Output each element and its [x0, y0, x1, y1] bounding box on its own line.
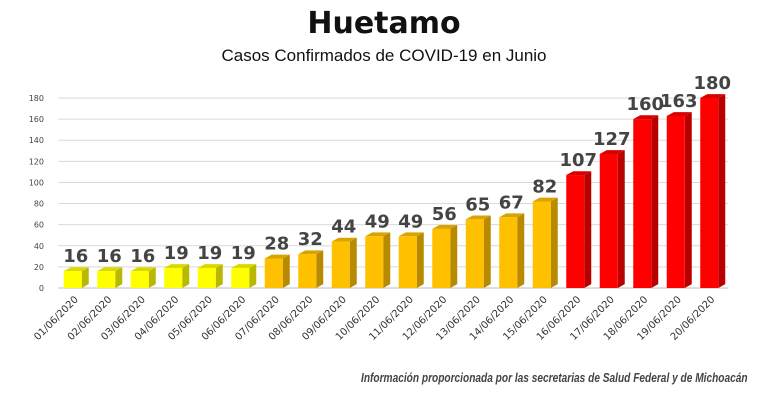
- data-label: 49: [365, 211, 390, 232]
- bar: [264, 254, 290, 288]
- bar: [130, 267, 156, 288]
- x-axis: 01/06/202002/06/202003/06/202004/06/2020…: [32, 294, 717, 343]
- y-tick-label: 140: [29, 136, 44, 145]
- data-label: 180: [693, 73, 731, 94]
- bar: [599, 150, 625, 288]
- gridlines: [58, 97, 728, 289]
- data-label: 19: [197, 243, 222, 264]
- y-tick-label: 180: [29, 94, 44, 103]
- data-label: 19: [164, 243, 189, 264]
- bar: [499, 213, 525, 288]
- y-tick-label: 60: [34, 221, 44, 230]
- data-label: 28: [264, 233, 289, 254]
- bar: [432, 225, 458, 288]
- data-label: 160: [626, 94, 664, 115]
- data-label: 56: [432, 204, 457, 225]
- bar: [197, 264, 223, 288]
- bar: [63, 267, 89, 288]
- bar: [298, 250, 324, 288]
- data-label: 127: [593, 129, 631, 150]
- data-label: 32: [298, 229, 323, 250]
- bar: [532, 197, 558, 288]
- source-note: Información proporcionada por las secret…: [361, 370, 748, 385]
- bar: [700, 94, 726, 289]
- data-label: 82: [532, 176, 557, 197]
- data-label: 16: [97, 246, 122, 267]
- y-tick-label: 120: [29, 157, 44, 166]
- bar: [365, 232, 391, 288]
- data-label: 44: [331, 217, 356, 238]
- bar: [231, 264, 257, 288]
- data-label: 163: [660, 91, 698, 112]
- y-tick-label: 80: [34, 200, 44, 209]
- y-tick-label: 160: [29, 115, 44, 124]
- y-tick-label: 0: [39, 284, 44, 293]
- y-tick-label: 100: [29, 178, 44, 187]
- data-label: 107: [559, 150, 597, 171]
- chart-subtitle: Casos Confirmados de COVID-19 en Junio: [221, 46, 547, 65]
- bar: [566, 171, 592, 288]
- bar: [633, 115, 659, 288]
- bar: [97, 267, 123, 288]
- y-tick-label: 40: [34, 242, 44, 251]
- bar: [164, 264, 190, 288]
- data-label: 19: [231, 243, 256, 264]
- bars: [63, 94, 726, 289]
- bar: [666, 112, 692, 288]
- data-label: 16: [63, 246, 88, 267]
- bar: [465, 215, 491, 288]
- data-label: 49: [398, 211, 423, 232]
- bar: [331, 237, 357, 288]
- data-label: 16: [130, 246, 155, 267]
- data-label: 67: [499, 192, 524, 213]
- bar: [398, 232, 424, 288]
- chart-title: Huetamo: [307, 6, 461, 41]
- y-axis: 0 20 40 60 80 100 120 140 160 180: [29, 94, 44, 293]
- y-tick-label: 20: [34, 263, 44, 272]
- data-label: 65: [465, 194, 490, 215]
